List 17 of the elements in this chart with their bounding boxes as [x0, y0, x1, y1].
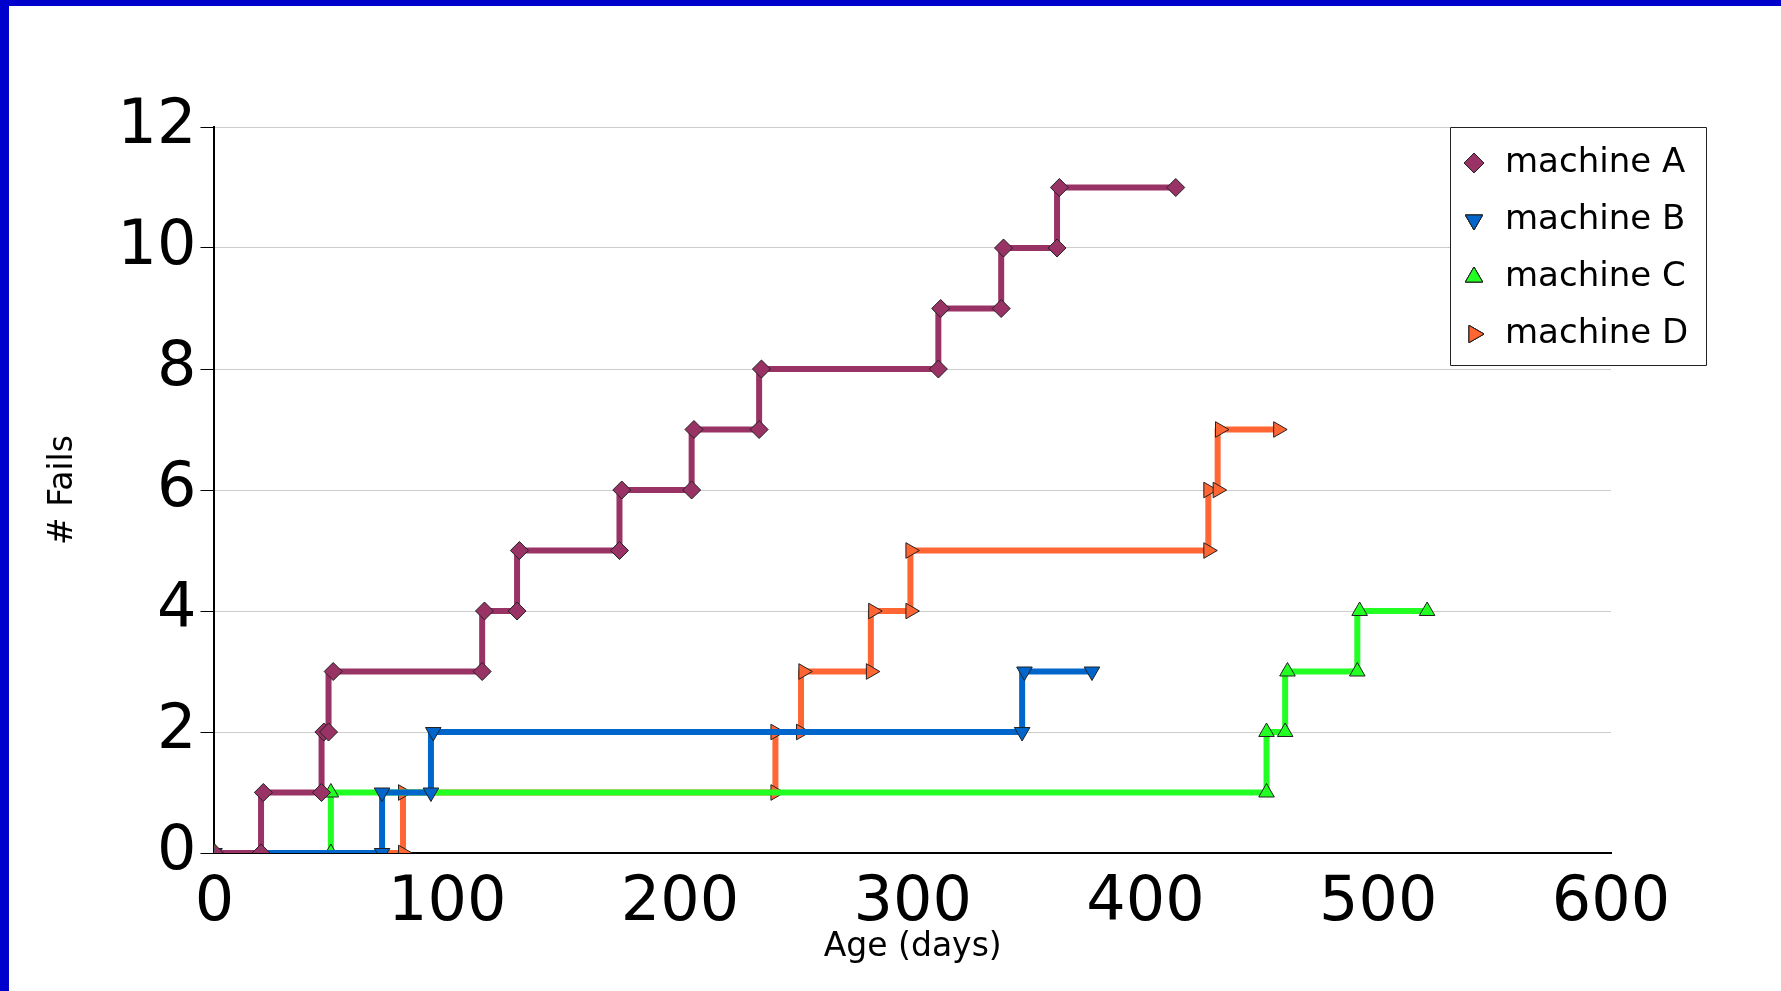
y-tick-label: 4 — [157, 569, 197, 643]
x-tick-label: 200 — [620, 862, 740, 936]
legend-label: machine D — [1505, 310, 1689, 351]
y-tick-label: 2 — [157, 690, 197, 764]
legend-label: machine A — [1505, 139, 1686, 180]
x-tick-label: 400 — [1086, 862, 1205, 936]
y-tick-label: 6 — [157, 448, 197, 522]
y-tick-label: 12 — [117, 85, 197, 159]
y-axis-title: # Fails — [41, 435, 81, 545]
legend-label: machine B — [1505, 196, 1686, 237]
x-tick-label: 600 — [1551, 862, 1671, 936]
y-tick-label: 0 — [157, 811, 197, 885]
y-tick-label: 10 — [117, 206, 197, 280]
x-tick-label: 500 — [1319, 862, 1438, 936]
x-tick-label: 100 — [388, 862, 507, 936]
legend-label: machine C — [1505, 253, 1686, 294]
y-tick-label: 8 — [157, 327, 197, 401]
